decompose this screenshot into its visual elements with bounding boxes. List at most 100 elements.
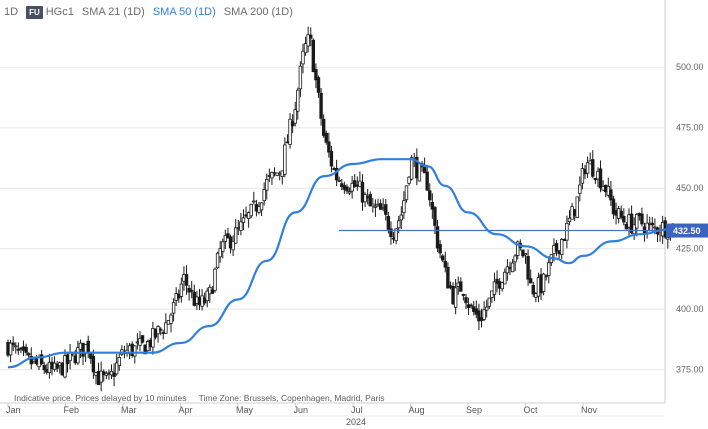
x-tick-label: Apr bbox=[179, 405, 193, 415]
candle-body bbox=[270, 171, 274, 179]
candle-body bbox=[484, 306, 489, 311]
x-tick-label: Jan bbox=[6, 405, 21, 415]
candle-body bbox=[373, 205, 378, 208]
candle-body bbox=[477, 310, 481, 322]
candle-body bbox=[547, 262, 551, 276]
candle-body bbox=[591, 159, 595, 177]
candle-body bbox=[461, 293, 466, 296]
candle-body bbox=[140, 335, 145, 343]
chart-legend: 1D FU HGc1 SMA 21 (1D) SMA 50 (1D) SMA 2… bbox=[4, 4, 293, 20]
candle-body bbox=[464, 297, 468, 304]
candle-body bbox=[446, 266, 450, 289]
x-tick-label: May bbox=[236, 405, 254, 415]
interval-label[interactable]: 1D bbox=[4, 6, 19, 18]
candle-body bbox=[531, 284, 535, 295]
candle-body bbox=[303, 43, 308, 54]
chart-footnote: Indicative price. Prices delayed by 10 m… bbox=[14, 393, 395, 403]
candle-body bbox=[213, 268, 217, 291]
legend-sma200[interactable]: SMA 200 (1D) bbox=[223, 6, 293, 18]
candle-body bbox=[76, 347, 80, 364]
candle-body bbox=[11, 342, 15, 346]
candle-body bbox=[360, 182, 365, 203]
candle-body bbox=[528, 278, 533, 284]
candle-body bbox=[487, 297, 491, 307]
candle-body bbox=[510, 262, 515, 273]
candle-body bbox=[619, 210, 623, 218]
candle-body bbox=[397, 220, 401, 229]
symbol-name: HGc1 bbox=[45, 6, 74, 18]
candle-body bbox=[500, 282, 504, 290]
candle-body bbox=[516, 241, 520, 256]
candle-body bbox=[428, 190, 432, 201]
x-tick-label: Jul bbox=[351, 405, 363, 415]
candle-body bbox=[205, 290, 209, 302]
candle-body bbox=[585, 162, 590, 174]
candle-body bbox=[347, 191, 352, 194]
x-tick-label: Jun bbox=[294, 405, 309, 415]
x-tick-label: Oct bbox=[524, 405, 539, 415]
x-tick-label: Mar bbox=[121, 405, 137, 415]
candle-body bbox=[492, 281, 497, 295]
candle-body bbox=[99, 370, 103, 383]
candle-body bbox=[221, 241, 225, 252]
candle-body bbox=[241, 217, 246, 223]
candle-body bbox=[371, 203, 375, 207]
candle-body bbox=[404, 185, 409, 201]
candle-body bbox=[239, 221, 243, 231]
candle-body bbox=[231, 240, 235, 251]
x-tick-label: Nov bbox=[581, 405, 598, 415]
candle-body bbox=[368, 194, 372, 207]
candle-body bbox=[169, 314, 173, 324]
candle-body bbox=[296, 89, 300, 112]
candle-body bbox=[440, 255, 445, 261]
candle-body bbox=[249, 203, 253, 217]
candle-body bbox=[513, 255, 517, 263]
candle-body bbox=[226, 233, 230, 239]
candle-body bbox=[503, 271, 507, 285]
candle-body bbox=[622, 215, 626, 223]
symbol-label[interactable]: FU HGc1 bbox=[26, 5, 74, 19]
candle-body bbox=[666, 237, 670, 240]
candle-body bbox=[329, 150, 334, 167]
candle-body bbox=[609, 189, 613, 201]
candle-body bbox=[283, 144, 287, 175]
candle-body bbox=[301, 50, 305, 65]
candle-body bbox=[611, 198, 616, 215]
candle-body bbox=[91, 356, 96, 373]
candle-body bbox=[482, 309, 486, 320]
candle-body bbox=[409, 157, 414, 180]
y-tick-label: 475.00 bbox=[676, 123, 704, 133]
last-price-label: 432.50 bbox=[673, 226, 701, 236]
candle-body bbox=[635, 213, 639, 229]
candle-body bbox=[319, 92, 323, 119]
candle-body bbox=[430, 201, 435, 210]
candle-body bbox=[394, 228, 398, 242]
candle-body bbox=[340, 183, 344, 187]
candle-body bbox=[306, 34, 310, 47]
y-tick-label: 425.00 bbox=[676, 244, 704, 254]
candle-body bbox=[469, 304, 473, 307]
candle-body bbox=[218, 248, 222, 258]
legend-sma50[interactable]: SMA 50 (1D) bbox=[152, 6, 216, 18]
candle-body bbox=[63, 355, 67, 378]
candle-body bbox=[215, 252, 220, 269]
candle-body bbox=[262, 189, 266, 202]
last-price-tag bbox=[666, 223, 708, 238]
candle-body bbox=[223, 234, 228, 242]
candle-body bbox=[288, 118, 292, 145]
candle-body bbox=[632, 224, 636, 235]
candle-body bbox=[293, 109, 297, 124]
candle-body bbox=[24, 346, 28, 353]
candle-body bbox=[378, 203, 383, 210]
candle-body bbox=[438, 244, 442, 254]
candle-body bbox=[171, 302, 176, 314]
candle-body bbox=[39, 354, 44, 365]
legend-sma21[interactable]: SMA 21 (1D) bbox=[81, 6, 145, 18]
candle-body bbox=[567, 217, 572, 223]
candle-body bbox=[16, 348, 21, 351]
candle-body bbox=[384, 204, 388, 215]
candle-body bbox=[453, 287, 458, 308]
candle-body bbox=[521, 249, 525, 257]
